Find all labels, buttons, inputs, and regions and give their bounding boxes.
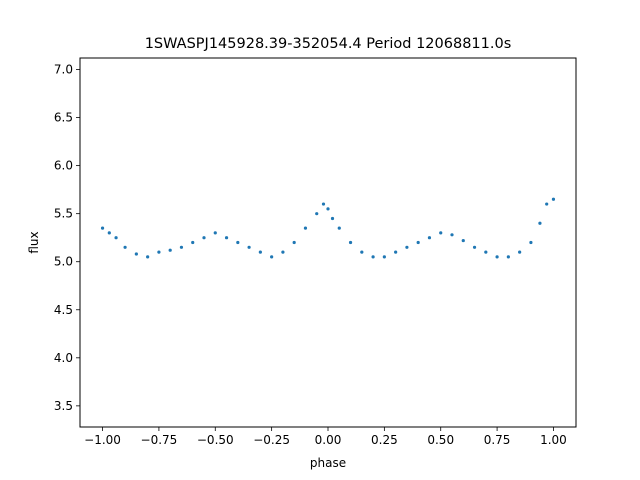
data-point <box>270 255 274 259</box>
data-point <box>416 240 420 245</box>
y-tick-label: 7.0 <box>54 63 73 77</box>
data-point <box>247 245 251 249</box>
data-point <box>258 250 262 254</box>
y-tick-label: 4.5 <box>54 303 73 317</box>
data-point <box>439 231 443 235</box>
data-point <box>321 202 326 206</box>
data-point <box>551 197 556 201</box>
y-tick-label: 4.0 <box>54 351 73 365</box>
data-point <box>371 255 375 259</box>
data-point <box>518 250 522 254</box>
data-point <box>461 238 465 243</box>
data-point <box>360 250 364 254</box>
data-point <box>348 240 353 245</box>
y-axis: 3.5 4.0 4.5 5.0 5.5 6.0 6.5 7.0 <box>54 63 80 413</box>
data-point <box>326 207 330 211</box>
data-point <box>545 202 549 206</box>
x-axis-label: phase <box>310 456 346 470</box>
data-point <box>330 216 335 221</box>
x-tick-label: −0.75 <box>141 433 178 447</box>
data-point <box>529 240 533 245</box>
x-tick-label: 0.25 <box>371 433 398 447</box>
x-tick-label: 0.75 <box>484 433 511 447</box>
data-point <box>179 245 184 249</box>
data-point <box>484 250 488 254</box>
y-tick-label: 6.0 <box>54 159 73 173</box>
data-point <box>100 226 105 230</box>
data-point <box>495 255 499 259</box>
data-point <box>506 255 510 259</box>
data-point <box>236 240 240 245</box>
data-point <box>315 212 319 216</box>
x-tick-label: −1.00 <box>84 433 121 447</box>
data-point <box>303 226 308 230</box>
data-point <box>382 255 386 259</box>
data-point <box>114 236 118 240</box>
chart-title: 1SWASPJ145928.39-352054.4 Period 1206881… <box>145 36 512 52</box>
scatter-points <box>100 197 556 259</box>
y-tick-label: 3.5 <box>54 399 73 413</box>
y-tick-label: 5.5 <box>54 207 73 221</box>
x-tick-label: 1.00 <box>540 433 567 447</box>
data-point <box>191 240 195 245</box>
data-point <box>450 233 454 237</box>
x-tick-label: −0.25 <box>253 433 290 447</box>
data-point <box>292 240 296 245</box>
data-point <box>168 248 172 252</box>
data-point <box>202 236 206 240</box>
data-point <box>213 231 217 235</box>
data-point <box>405 245 409 249</box>
data-point <box>472 245 477 249</box>
data-point <box>281 250 285 254</box>
data-point <box>157 250 161 254</box>
data-point <box>123 245 127 249</box>
data-point <box>337 226 341 230</box>
x-axis: −1.00 −0.75 −0.50 −0.25 0.00 0.25 0.50 0.75 1.00 <box>84 427 567 447</box>
data-point <box>224 236 229 240</box>
data-point <box>427 236 432 240</box>
data-point <box>107 231 111 235</box>
y-tick-label: 6.5 <box>54 111 73 125</box>
x-tick-label: 0.50 <box>427 433 454 447</box>
y-tick-label: 5.0 <box>54 255 73 269</box>
data-point <box>394 250 398 254</box>
data-point <box>538 221 542 225</box>
x-tick-label: 0.00 <box>315 433 342 447</box>
data-point <box>146 255 150 259</box>
x-tick-label: −0.50 <box>197 433 234 447</box>
data-point <box>134 252 138 256</box>
y-axis-label: flux <box>27 231 41 253</box>
